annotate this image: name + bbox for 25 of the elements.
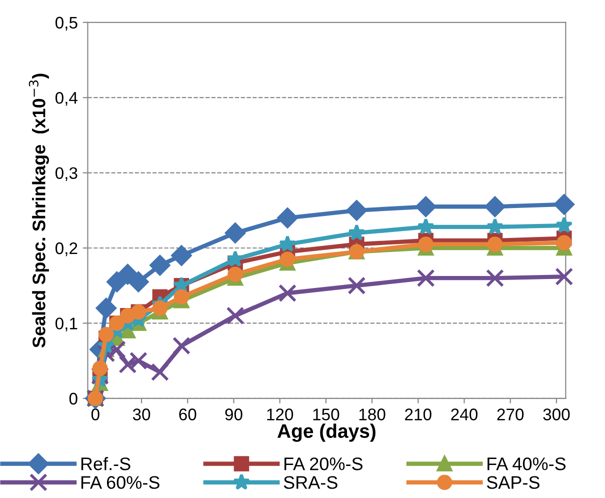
y-tick-label: 0,2 bbox=[55, 242, 78, 256]
x-tick-label: 270 bbox=[497, 408, 524, 420]
y-axis-title: Sealed Spec. Shrinkage (x10$^{−3}$) bbox=[28, 74, 49, 348]
x-tick-label: 120 bbox=[267, 408, 294, 420]
y-tick-label: 0,1 bbox=[55, 318, 78, 332]
x-axis-title: Age (days) bbox=[277, 424, 376, 442]
x-tick-label: 30 bbox=[132, 408, 150, 420]
legend-label: FA 20%-S bbox=[284, 457, 362, 470]
x-tick-label: 150 bbox=[313, 408, 340, 420]
x-tick-label: 210 bbox=[405, 408, 432, 420]
legend-label: SAP-S bbox=[486, 476, 540, 489]
x-tick-label: 240 bbox=[451, 408, 478, 420]
y-tick-label: 0,4 bbox=[55, 92, 78, 106]
y-tick-label: 0 bbox=[69, 392, 78, 405]
x-tick-label: 300 bbox=[543, 408, 570, 420]
legend-label: SRA-S bbox=[284, 476, 338, 489]
y-tick-label: 0,5 bbox=[55, 16, 78, 31]
x-tick-label: 90 bbox=[225, 408, 242, 420]
y-tick-label: 0,3 bbox=[55, 167, 78, 181]
legend-label: Ref.-S bbox=[81, 457, 130, 470]
legend-label: FA 40%-S bbox=[488, 457, 566, 470]
x-tick-label: 60 bbox=[179, 408, 196, 420]
legend-label: FA 60%-S bbox=[81, 476, 160, 489]
x-tick-label: 0 bbox=[91, 408, 100, 420]
x-tick-label: 180 bbox=[359, 408, 386, 420]
